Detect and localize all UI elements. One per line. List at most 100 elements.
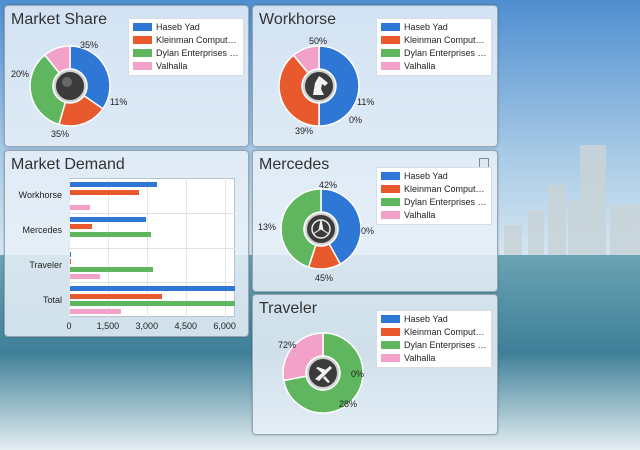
bar[interactable] [70, 251, 71, 257]
dark-orb-icon-glyph [62, 77, 72, 87]
market-share-panel: Market Share 35% 20% 35% 11% Haseb Yad Kl… [4, 5, 249, 147]
legend-item[interactable]: Dylan Enterprises … [381, 340, 496, 351]
pie-slice[interactable] [292, 45, 320, 74]
bar[interactable] [70, 266, 154, 272]
legend-label: Kleinman Comput… [156, 35, 237, 45]
legend-swatch [381, 49, 400, 57]
legend-item[interactable]: Dylan Enterprises … [381, 197, 496, 208]
x-tick-label: 0 [66, 321, 72, 331]
pie-slice[interactable] [282, 332, 324, 382]
legend-item[interactable]: Valhalla [381, 353, 496, 364]
market-demand-bar-chart[interactable]: 0 1,500 3,000 4,500 6,000 Workhorse Mercedes Tr… [5, 151, 248, 336]
legend-swatch [381, 36, 400, 44]
bar[interactable] [70, 224, 93, 230]
legend-item[interactable]: Kleinman Comput… [133, 35, 248, 46]
legend-item[interactable]: Haseb Yad [133, 22, 248, 33]
traveler-panel: Traveler 72% 0% 28% Haseb Yad Kleinman Co… [252, 294, 498, 435]
chart-legend: Haseb Yad Kleinman Comput… Dylan Enterpris… [376, 18, 492, 76]
legend-item[interactable]: Kleinman Comput… [381, 35, 496, 46]
market-share-pie[interactable] [29, 45, 111, 127]
legend-label: Haseb Yad [404, 171, 448, 181]
legend-item[interactable]: Dylan Enterprises … [381, 48, 496, 59]
legend-swatch [381, 23, 400, 31]
bar[interactable] [70, 259, 71, 264]
pie-label: 20% [11, 69, 30, 79]
category-separator [69, 282, 235, 284]
legend-swatch [381, 62, 400, 70]
panel-title: Mercedes [259, 156, 330, 173]
pie-label: 0% [349, 115, 363, 125]
legend-swatch [381, 172, 400, 180]
pie-label: 50% [309, 36, 328, 46]
x-tick-label: 4,500 [174, 321, 197, 331]
mercedes-panel: Mercedes 42% 13% 45% 0% Haseb Yad Kleinma… [252, 150, 498, 292]
pie-slice[interactable] [69, 45, 111, 110]
pie-label: 72% [278, 340, 297, 350]
panel-title: Workhorse [259, 11, 337, 28]
legend-item[interactable]: Dylan Enterprises … [133, 48, 248, 59]
legend-label: Kleinman Comput… [404, 184, 485, 194]
legend-label: Dylan Enterprises … [404, 48, 487, 58]
legend-item[interactable]: Kleinman Comput… [381, 327, 496, 338]
legend-item[interactable]: Haseb Yad [381, 22, 496, 33]
bar[interactable] [70, 286, 235, 292]
bar[interactable] [70, 204, 90, 210]
pie-slice[interactable] [280, 188, 322, 268]
category-separator [69, 212, 235, 214]
pie-label: 11% [110, 97, 128, 107]
bar[interactable] [70, 293, 163, 299]
bar[interactable] [70, 189, 140, 195]
panel-title: Market Demand [11, 156, 125, 173]
traveler-pie[interactable] [282, 332, 364, 414]
airplane-icon-glyph [315, 366, 332, 383]
pie-label: 28% [339, 399, 358, 409]
pie-slice[interactable] [29, 53, 67, 126]
legend-swatch [133, 49, 152, 57]
legend-swatch [381, 211, 400, 219]
category-label: Traveler [29, 259, 62, 270]
market-demand-panel: Market Demand 0 1,500 3,000 4,500 6,000 Workh… [4, 150, 249, 337]
legend-label: Dylan Enterprises … [404, 197, 487, 207]
chart-legend: Haseb Yad Kleinman Comput… Dylan Enterpris… [376, 310, 492, 368]
legend-swatch [133, 36, 152, 44]
legend-swatch [381, 354, 400, 362]
legend-label: Kleinman Comput… [404, 35, 485, 45]
category-label: Total [42, 294, 62, 305]
mercedes-pie[interactable] [280, 188, 362, 270]
pie-label: 45% [315, 273, 334, 283]
bar[interactable] [70, 216, 146, 222]
pie-label: 11% [357, 97, 375, 107]
bar[interactable] [70, 308, 121, 314]
legend-label: Valhalla [156, 61, 188, 71]
pie-slice[interactable] [278, 54, 320, 127]
legend-swatch [381, 315, 400, 323]
x-tick-label: 3,000 [135, 321, 159, 331]
pie-slice[interactable] [320, 188, 362, 266]
legend-label: Kleinman Comput… [404, 327, 485, 337]
workhorse-pie[interactable] [278, 45, 360, 127]
legend-label: Haseb Yad [156, 22, 200, 32]
legend-item[interactable]: Kleinman Comput… [381, 184, 496, 195]
panel-title: Traveler [259, 300, 318, 317]
mercedes-logo-icon-glyph [311, 219, 331, 239]
pie-label: 42% [319, 180, 338, 190]
legend-item[interactable]: Haseb Yad [381, 314, 496, 325]
chart-legend: Haseb Yad Kleinman Comput… Dylan Enterpris… [376, 167, 492, 225]
bar[interactable] [70, 182, 158, 187]
legend-item[interactable]: Valhalla [381, 210, 496, 221]
legend-label: Haseb Yad [404, 22, 448, 32]
bar[interactable] [70, 274, 101, 279]
bar[interactable] [70, 231, 151, 237]
legend-label: Valhalla [404, 353, 436, 363]
pie-label: 39% [295, 126, 314, 136]
legend-item[interactable]: Valhalla [381, 61, 496, 72]
pie-slice[interactable] [282, 332, 364, 414]
pie-slice[interactable] [43, 45, 71, 74]
pie-slice[interactable] [318, 45, 360, 127]
chart-legend: Haseb Yad Kleinman Comput… Dylan Enterpris… [128, 18, 244, 76]
bar[interactable] [70, 301, 235, 307]
legend-item[interactable]: Haseb Yad [381, 171, 496, 182]
pie-label: 0% [361, 226, 375, 236]
legend-item[interactable]: Valhalla [133, 61, 248, 72]
legend-swatch [381, 185, 400, 193]
